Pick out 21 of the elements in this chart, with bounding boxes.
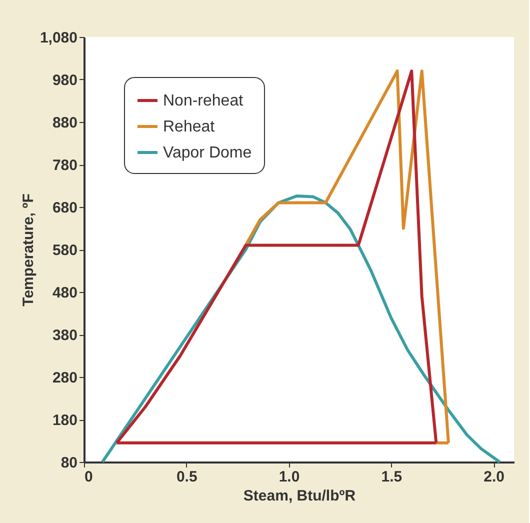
- y-tick-label: 280: [52, 370, 78, 386]
- x-tick-label: 1.5: [381, 468, 402, 486]
- x-tick-label: 1.0: [278, 468, 300, 486]
- y-tick-label: 480: [52, 284, 78, 302]
- x-tick-label: 2.0: [484, 468, 504, 486]
- y-tick-label: 780: [52, 157, 78, 174]
- y-tick-label: 80: [60, 454, 78, 472]
- y-tick-label: 380: [52, 327, 78, 344]
- legend-label: Non-reheat: [163, 92, 244, 110]
- legend-label: Reheat: [163, 118, 216, 136]
- y-tick-label: 980: [52, 72, 78, 89]
- y-tick-label: 1,080: [40, 30, 78, 46]
- y-tick-label: 580: [52, 242, 78, 259]
- y-tick-label: 180: [52, 412, 78, 429]
- y-axis-title: Temperature, ºF: [20, 194, 37, 306]
- y-tick-label: 680: [52, 200, 78, 216]
- y-tick-label: 880: [52, 114, 78, 132]
- legend-label: Vapor Dome: [163, 144, 252, 162]
- x-axis-title: Steam, Btu/lbºR: [243, 488, 356, 504]
- x-tick-label: 0.5: [176, 468, 198, 486]
- x-tick-label: 0: [84, 468, 93, 486]
